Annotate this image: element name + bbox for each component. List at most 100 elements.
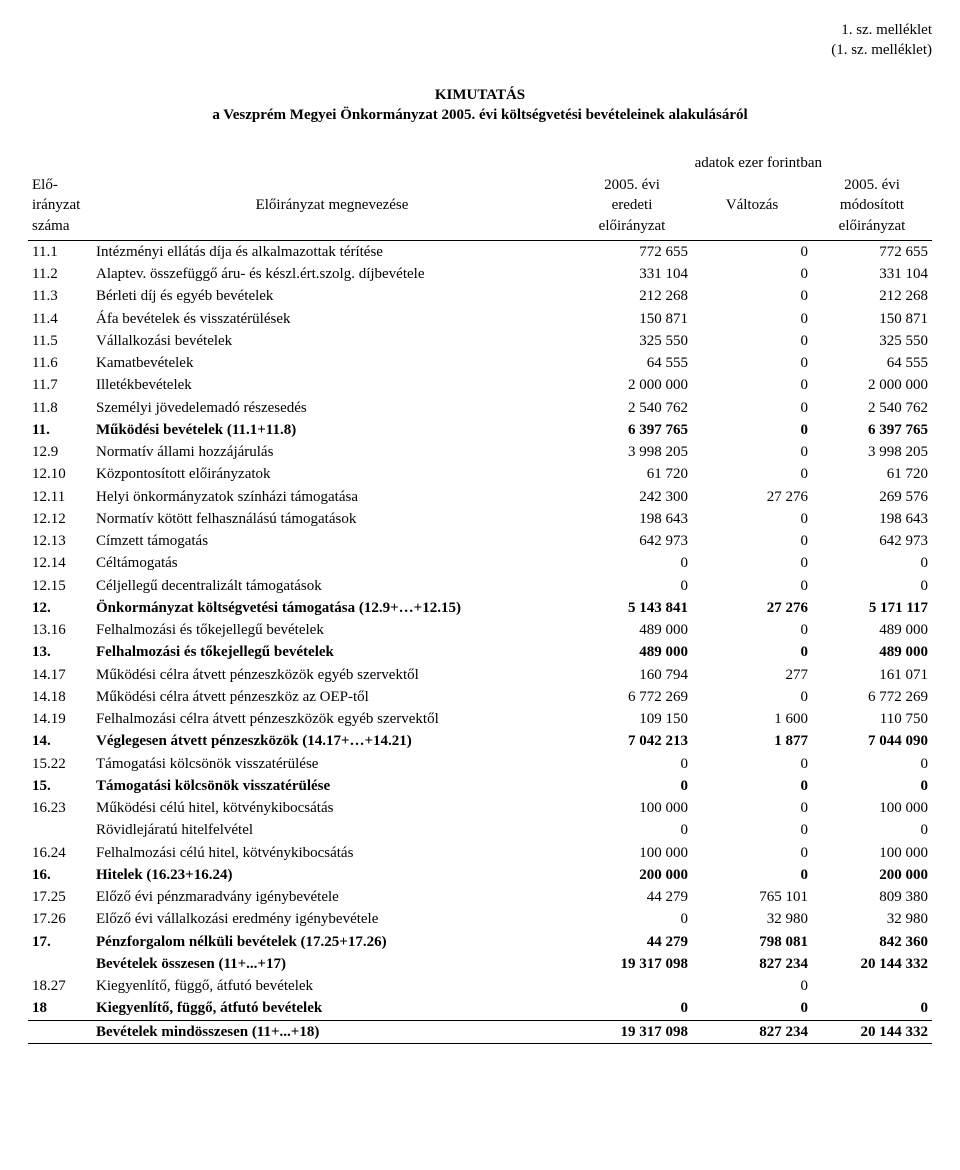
- row-value-modified: 0: [812, 997, 932, 1020]
- table-row: 15.22Támogatási kölcsönök visszatérülése…: [28, 753, 932, 775]
- table-row: 13.16Felhalmozási és tőkejellegű bevétel…: [28, 619, 932, 641]
- row-value-modified: 2 540 762: [812, 397, 932, 419]
- row-value-modified: 6 397 765: [812, 419, 932, 441]
- row-value-change: 0: [692, 775, 812, 797]
- row-value-original: 64 555: [572, 352, 692, 374]
- row-number: [28, 819, 92, 841]
- row-number: 13.: [28, 641, 92, 663]
- row-label: Céltámogatás: [92, 552, 572, 574]
- row-value-original: 200 000: [572, 864, 692, 886]
- row-value-original: 0: [572, 775, 692, 797]
- row-number: 12.15: [28, 575, 92, 597]
- row-value-modified: [812, 975, 932, 997]
- row-value-modified: 198 643: [812, 508, 932, 530]
- row-value-change: 0: [692, 285, 812, 307]
- row-value-original: 6 397 765: [572, 419, 692, 441]
- row-label: Felhalmozási célra átvett pénzeszközök e…: [92, 708, 572, 730]
- row-label: Felhalmozási és tőkejellegű bevételek: [92, 619, 572, 641]
- row-value-modified: 325 550: [812, 330, 932, 352]
- row-label: Címzett támogatás: [92, 530, 572, 552]
- row-value-change: 765 101: [692, 886, 812, 908]
- row-label: Felhalmozási és tőkejellegű bevételek: [92, 641, 572, 663]
- row-value-change: 0: [692, 619, 812, 641]
- table-body: 11.1Intézményi ellátás díja és alkalmazo…: [28, 240, 932, 1043]
- row-value-original: 109 150: [572, 708, 692, 730]
- row-label: Helyi önkormányzatok színházi támogatása: [92, 486, 572, 508]
- row-number: 12.11: [28, 486, 92, 508]
- row-number: 15.22: [28, 753, 92, 775]
- row-number: 12.9: [28, 441, 92, 463]
- row-number: 17.: [28, 931, 92, 953]
- row-value-original: 0: [572, 753, 692, 775]
- table-row: 16.24Felhalmozási célú hitel, kötvénykib…: [28, 842, 932, 864]
- row-value-original: 198 643: [572, 508, 692, 530]
- table-row: 11.2Alaptev. összefüggő áru- és készl.ér…: [28, 263, 932, 285]
- row-number: 15.: [28, 775, 92, 797]
- row-number: 11.6: [28, 352, 92, 374]
- row-value-change: 0: [692, 441, 812, 463]
- row-value-change: 0: [692, 864, 812, 886]
- row-label: Rövidlejáratú hitelfelvétel: [92, 819, 572, 841]
- row-number: 12.13: [28, 530, 92, 552]
- row-label: Támogatási kölcsönök visszatérülése: [92, 775, 572, 797]
- row-value-modified: 772 655: [812, 240, 932, 263]
- header-col-name: Előirányzat megnevezése: [92, 174, 572, 240]
- row-value-modified: 150 871: [812, 308, 932, 330]
- row-label: Kiegyenlítő, függő, átfutó bevételek: [92, 997, 572, 1020]
- table-row: 11.1Intézményi ellátás díja és alkalmazo…: [28, 240, 932, 263]
- row-value-modified: 0: [812, 552, 932, 574]
- table-row: 12.15Céljellegű decentralizált támogatás…: [28, 575, 932, 597]
- row-value-modified: 489 000: [812, 619, 932, 641]
- table-row: 17.Pénzforgalom nélküli bevételek (17.25…: [28, 931, 932, 953]
- row-number: 11.4: [28, 308, 92, 330]
- table-row: 18.27Kiegyenlítő, függő, átfutó bevétele…: [28, 975, 932, 997]
- row-label: Áfa bevételek és visszatérülések: [92, 308, 572, 330]
- row-value-modified: 110 750: [812, 708, 932, 730]
- row-number: 16.24: [28, 842, 92, 864]
- row-value-original: 0: [572, 575, 692, 597]
- row-label: Kamatbevételek: [92, 352, 572, 374]
- row-label: Működési célra átvett pénzeszköz az OEP-…: [92, 686, 572, 708]
- row-value-original: 242 300: [572, 486, 692, 508]
- row-value-original: 19 317 098: [572, 1020, 692, 1043]
- row-value-modified: 2 000 000: [812, 374, 932, 396]
- row-label: Előző évi pénzmaradvány igénybevétele: [92, 886, 572, 908]
- row-value-change: 0: [692, 508, 812, 530]
- row-value-change: 827 234: [692, 1020, 812, 1043]
- table-row: Bevételek mindösszesen (11+...+18)19 317…: [28, 1020, 932, 1043]
- row-value-original: 6 772 269: [572, 686, 692, 708]
- attachment-line-1: 1. sz. melléklet: [28, 20, 932, 40]
- row-value-change: 0: [692, 975, 812, 997]
- row-value-change: 0: [692, 641, 812, 663]
- table-row: 14.18Működési célra átvett pénzeszköz az…: [28, 686, 932, 708]
- row-label: Hitelek (16.23+16.24): [92, 864, 572, 886]
- table-row: 11.5Vállalkozási bevételek325 5500325 55…: [28, 330, 932, 352]
- row-value-change: 0: [692, 819, 812, 841]
- row-value-modified: 100 000: [812, 797, 932, 819]
- row-value-original: 160 794: [572, 664, 692, 686]
- table-row: 12.13Címzett támogatás642 9730642 973: [28, 530, 932, 552]
- row-value-original: 0: [572, 819, 692, 841]
- row-value-modified: 161 071: [812, 664, 932, 686]
- table-row: Rövidlejáratú hitelfelvétel000: [28, 819, 932, 841]
- row-value-modified: 20 144 332: [812, 1020, 932, 1043]
- row-value-original: 100 000: [572, 842, 692, 864]
- row-label: Felhalmozási célú hitel, kötvénykibocsát…: [92, 842, 572, 864]
- row-number: 13.16: [28, 619, 92, 641]
- row-value-modified: 842 360: [812, 931, 932, 953]
- row-label: Bevételek mindösszesen (11+...+18): [92, 1020, 572, 1043]
- table-row: 11.8Személyi jövedelemadó részesedés2 54…: [28, 397, 932, 419]
- table-row: 12.Önkormányzat költségvetési támogatása…: [28, 597, 932, 619]
- table-row: 14.19Felhalmozási célra átvett pénzeszkö…: [28, 708, 932, 730]
- row-number: 18.27: [28, 975, 92, 997]
- row-value-change: 0: [692, 240, 812, 263]
- row-label: Céljellegű decentralizált támogatások: [92, 575, 572, 597]
- row-value-change: 0: [692, 419, 812, 441]
- table-row: 14.Véglegesen átvett pénzeszközök (14.17…: [28, 730, 932, 752]
- row-value-change: 827 234: [692, 953, 812, 975]
- table-row: 13.Felhalmozási és tőkejellegű bevételek…: [28, 641, 932, 663]
- row-value-modified: 212 268: [812, 285, 932, 307]
- row-number: 11.5: [28, 330, 92, 352]
- row-value-modified: 64 555: [812, 352, 932, 374]
- row-number: 18: [28, 997, 92, 1020]
